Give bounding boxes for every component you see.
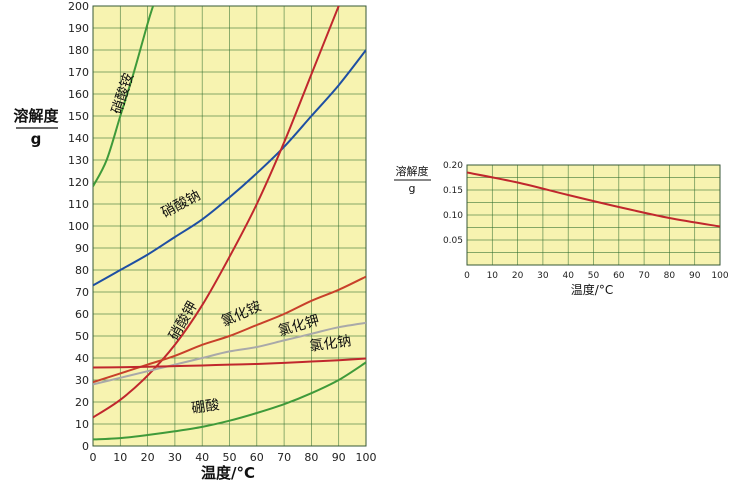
series-line-硝酸钾 <box>93 6 340 419</box>
main-chart-ylabel: 溶解度 <box>13 107 59 125</box>
x-tick-label: 90 <box>689 271 701 281</box>
inset-chart-ticks: 0 10 20 30 40 50 60 70 80 90 100 0.05 0.10 0.15 0.20 <box>443 161 729 281</box>
x-tick-label: 90 <box>332 451 346 464</box>
inset-chart-xlabel: 温度/°C <box>571 282 613 297</box>
y-tick-label: 140 <box>68 132 89 145</box>
series-label-硼酸: 硼酸 <box>190 397 220 417</box>
series-line-硝酸钠 <box>93 49 366 287</box>
y-tick-label: 50 <box>75 330 89 343</box>
y-tick-label: 80 <box>75 264 89 277</box>
inset-chart-yunit: g <box>409 182 416 195</box>
x-tick-label: 100 <box>356 451 377 464</box>
y-tick-label: 150 <box>68 110 89 123</box>
x-tick-label: 10 <box>113 451 127 464</box>
series-label-氯化钠: 氯化钠 <box>309 333 353 355</box>
x-tick-label: 20 <box>512 271 524 281</box>
y-tick-label: 40 <box>75 352 89 365</box>
y-tick-label: 60 <box>75 308 89 321</box>
y-tick-label: 0.15 <box>443 186 463 196</box>
y-tick-label: 170 <box>68 66 89 79</box>
x-tick-label: 30 <box>168 451 182 464</box>
y-tick-label: 130 <box>68 154 89 167</box>
y-tick-label: 190 <box>68 22 89 35</box>
inset-chart-series <box>467 171 720 228</box>
y-tick-label: 0.10 <box>443 211 463 221</box>
x-tick-label: 10 <box>487 271 499 281</box>
x-tick-label: 0 <box>464 271 470 281</box>
y-tick-label: 120 <box>68 176 89 189</box>
x-tick-label: 20 <box>141 451 155 464</box>
x-tick-label: 70 <box>638 271 650 281</box>
y-tick-label: 0 <box>82 440 89 453</box>
x-tick-label: 40 <box>195 451 209 464</box>
x-tick-label: 50 <box>223 451 237 464</box>
x-tick-label: 70 <box>277 451 291 464</box>
y-tick-label: 10 <box>75 418 89 431</box>
y-tick-label: 0.05 <box>443 236 463 246</box>
x-tick-label: 60 <box>613 271 625 281</box>
series-line-氯化钠 <box>93 357 366 369</box>
x-tick-label: 60 <box>250 451 264 464</box>
series-line-硝酸铵 <box>93 6 155 187</box>
inset-chart-grid <box>466 164 721 266</box>
main-chart-yunit: g <box>31 130 42 148</box>
x-tick-label: 100 <box>711 271 728 281</box>
main-chart-ticks: 0 10 20 30 40 50 60 70 80 90 100 0 10 20 30 40 50 60 70 80 9… <box>68 0 377 464</box>
y-tick-label: 110 <box>68 198 89 211</box>
series-line-氯化钾 <box>93 321 366 386</box>
x-tick-label: 80 <box>664 271 676 281</box>
main-chart-series <box>93 6 366 441</box>
main-chart-xlabel: 温度/°C <box>201 464 255 482</box>
y-tick-label: 70 <box>75 286 89 299</box>
y-tick-label: 180 <box>68 44 89 57</box>
y-tick-label: 20 <box>75 396 89 409</box>
x-tick-label: 80 <box>304 451 318 464</box>
y-tick-label: 90 <box>75 242 89 255</box>
x-tick-label: 40 <box>562 271 574 281</box>
series-line-硼酸 <box>93 361 366 441</box>
y-tick-label: 200 <box>68 0 89 13</box>
x-tick-label: 0 <box>90 451 97 464</box>
inset-chart-ylabel: 溶解度 <box>396 164 429 178</box>
y-tick-label: 0.20 <box>443 161 463 171</box>
y-tick-label: 100 <box>68 220 89 233</box>
x-tick-label: 30 <box>537 271 549 281</box>
y-tick-label: 30 <box>75 374 89 387</box>
y-tick-label: 160 <box>68 88 89 101</box>
main-chart-grid <box>92 5 367 447</box>
x-tick-label: 50 <box>588 271 600 281</box>
series-line-series-0 <box>467 171 720 228</box>
